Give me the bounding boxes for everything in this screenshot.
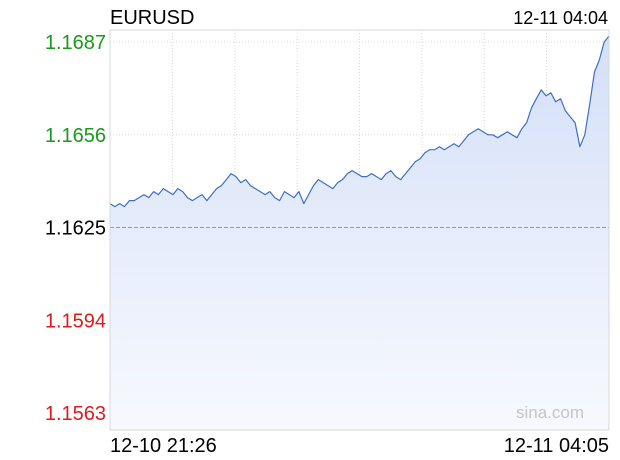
y-tick-label: 1.1625 bbox=[45, 218, 106, 240]
x-tick-label: 12-11 04:05 bbox=[504, 435, 609, 457]
y-tick-label: 1.1563 bbox=[45, 403, 106, 425]
x-tick-label: 12-10 21:26 bbox=[110, 435, 217, 457]
y-tick-label: 1.1656 bbox=[45, 125, 106, 147]
chart-title: EURUSD bbox=[110, 7, 194, 29]
plot-border bbox=[109, 29, 610, 431]
last-update-time: 12-11 04:04 bbox=[513, 8, 608, 28]
y-axis-ticks: 1.1687 1.1656 1.1625 1.1594 1.1563 bbox=[45, 32, 106, 425]
watermark: sina.com bbox=[516, 403, 584, 422]
price-area bbox=[110, 36, 609, 430]
y-tick-label: 1.1594 bbox=[45, 310, 106, 332]
x-axis-ticks: 12-10 21:26 12-11 04:05 bbox=[110, 435, 609, 457]
price-line bbox=[109, 35, 610, 208]
y-tick-label: 1.1687 bbox=[45, 32, 106, 54]
